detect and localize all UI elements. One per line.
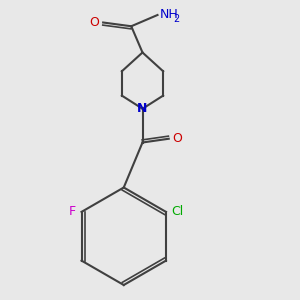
Text: N: N — [137, 102, 148, 115]
Text: 2: 2 — [173, 14, 179, 25]
Text: O: O — [172, 132, 182, 145]
Text: NH: NH — [159, 8, 178, 22]
Text: O: O — [89, 16, 99, 29]
Text: Cl: Cl — [172, 206, 184, 218]
Text: F: F — [69, 206, 76, 218]
